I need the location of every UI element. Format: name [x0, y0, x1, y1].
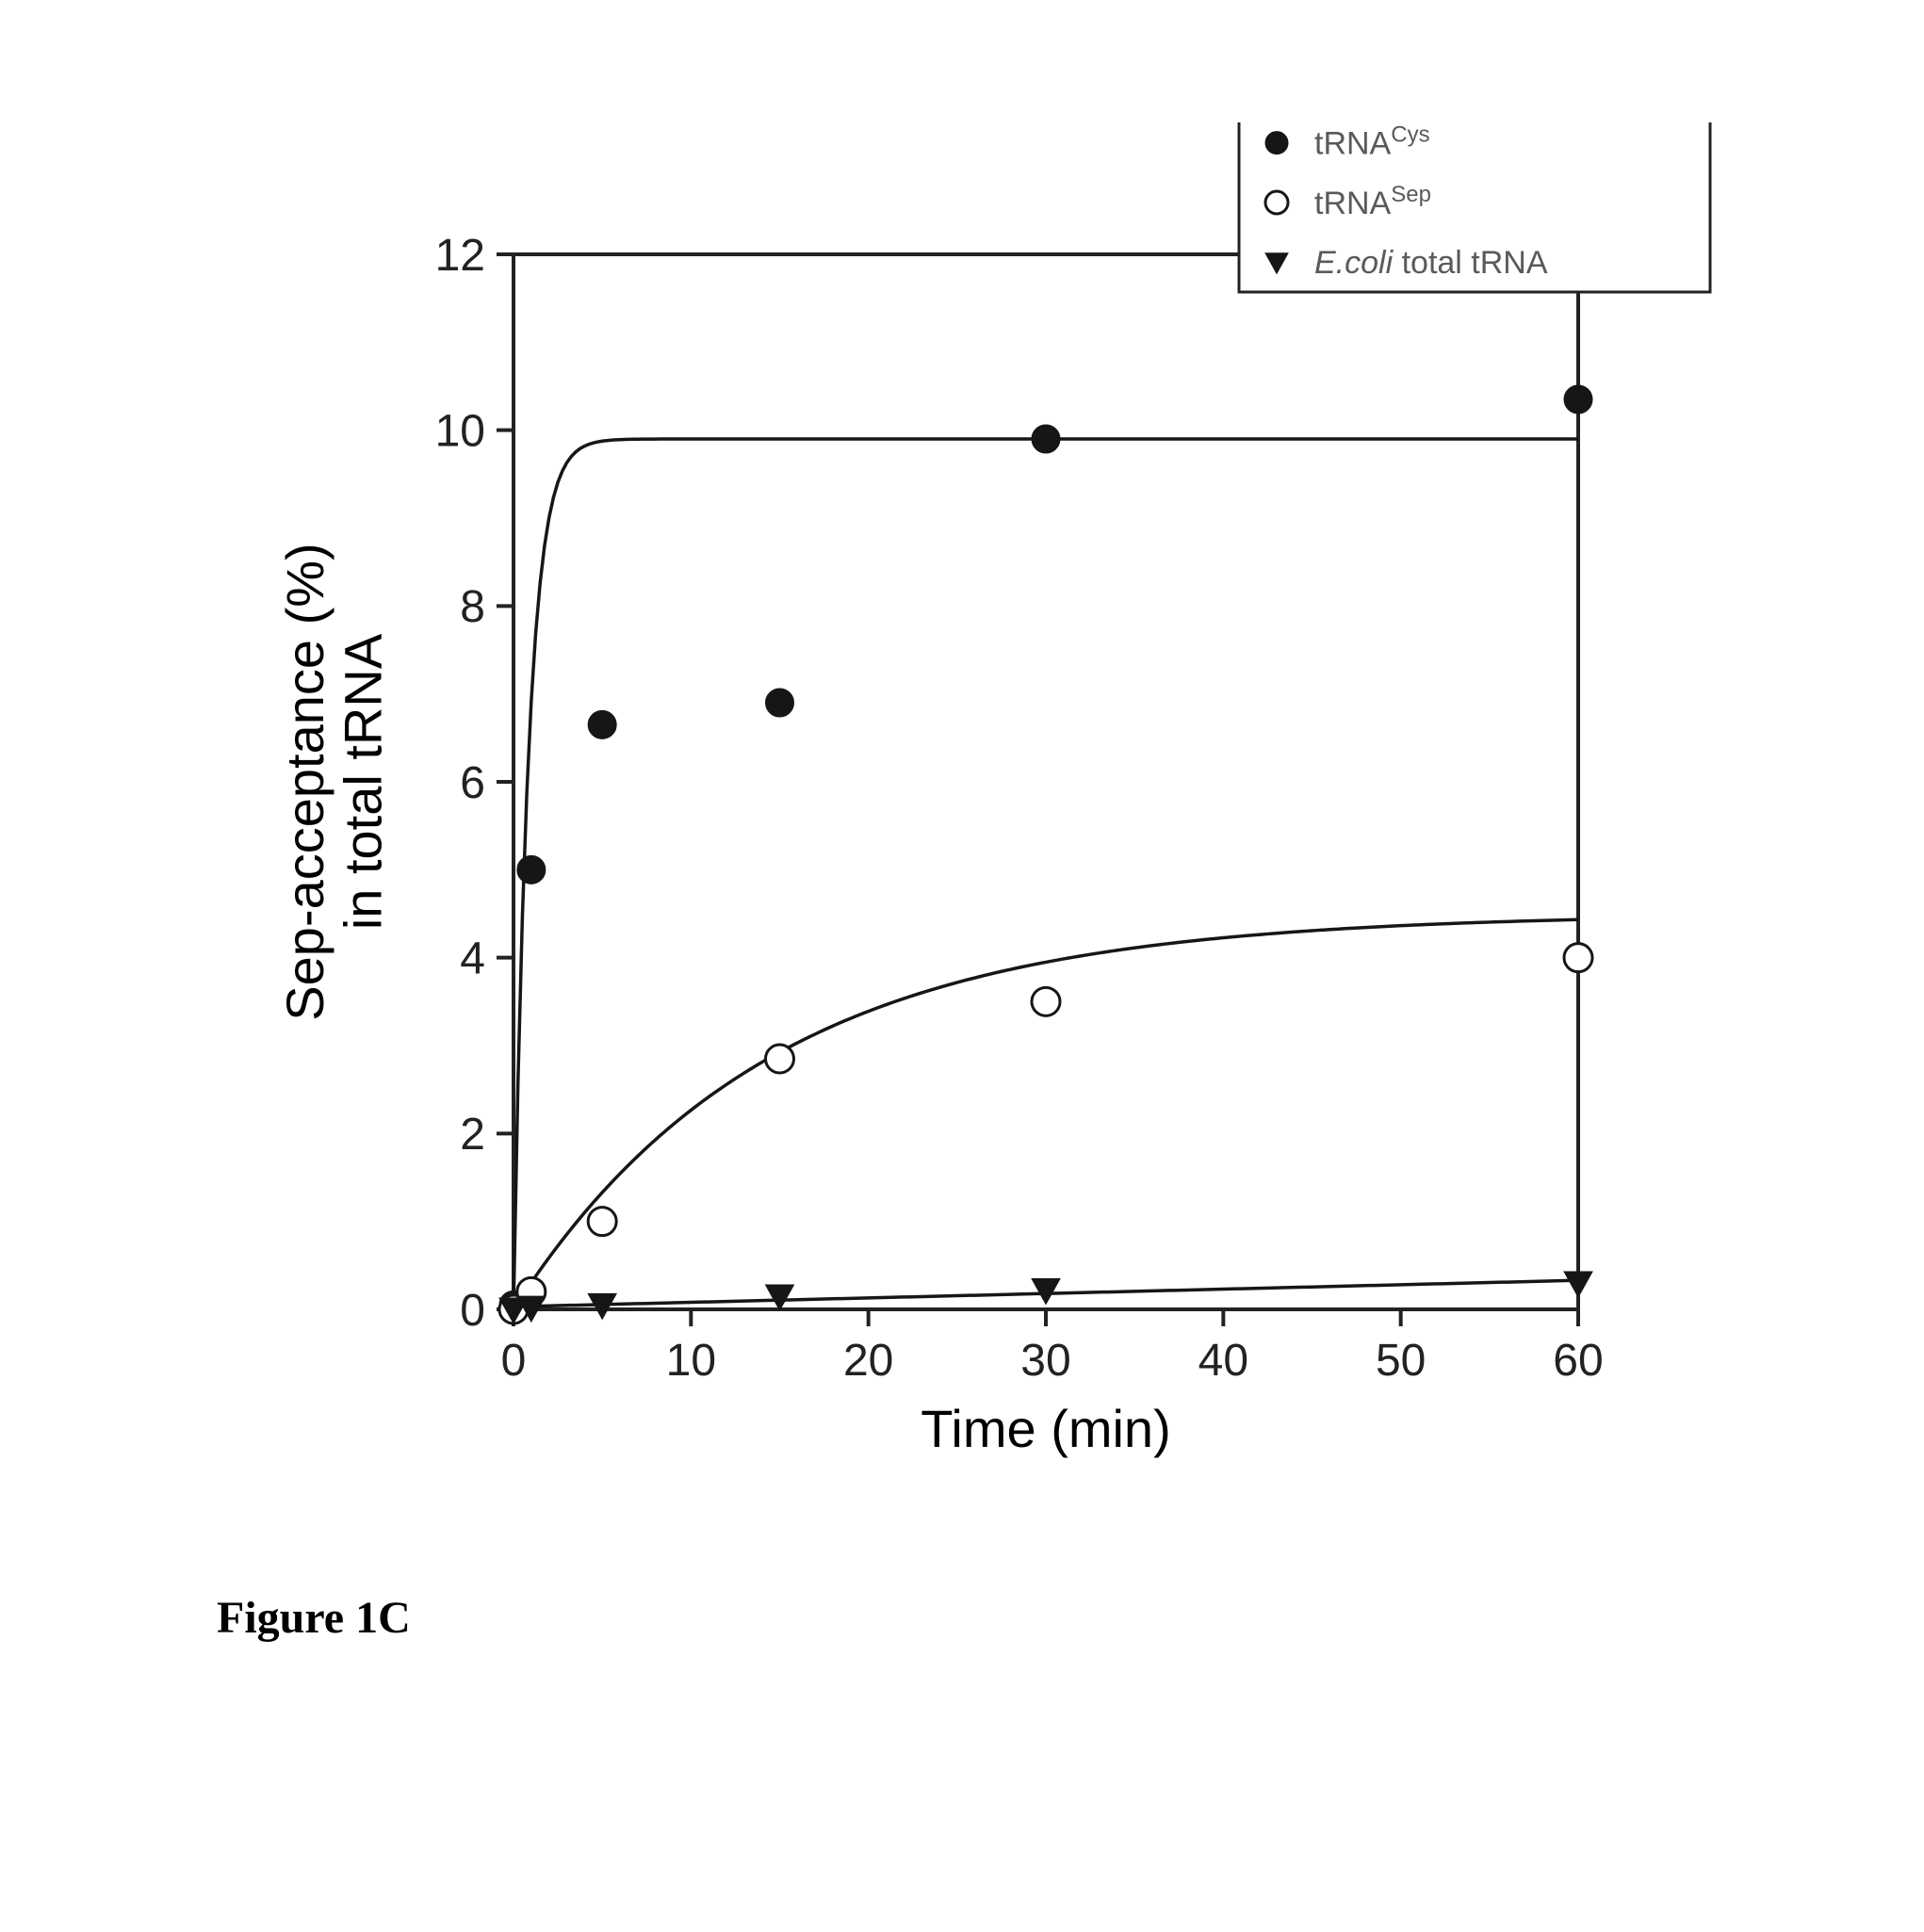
- marker-cys: [1564, 385, 1592, 414]
- x-tick-label: 60: [1553, 1336, 1603, 1386]
- figure-caption: Figure 1C: [217, 1592, 411, 1644]
- x-tick-label: 50: [1376, 1336, 1426, 1386]
- y-tick-label: 12: [435, 231, 485, 281]
- plot-area: [514, 254, 1578, 1309]
- marker-cys: [1032, 425, 1060, 453]
- marker-cys: [588, 710, 616, 739]
- marker-sep: [588, 1208, 616, 1236]
- marker-sep: [766, 1045, 794, 1073]
- x-tick-label: 20: [843, 1336, 893, 1386]
- y-tick-label: 4: [460, 934, 485, 983]
- y-tick-label: 8: [460, 582, 485, 632]
- y-axis-label-line2: in total tRNA: [334, 633, 393, 930]
- x-tick-label: 0: [501, 1336, 527, 1386]
- marker-sep: [1564, 944, 1592, 972]
- x-tick-label: 30: [1020, 1336, 1070, 1386]
- chart-svg: 0 10 20 30 40 50 60 0 2 4 6 8 10 12 Time (min) Sep-acce…: [188, 122, 1743, 1535]
- marker-sep: [1032, 987, 1060, 1015]
- y-tick-label: 6: [460, 758, 485, 808]
- chart-container: 0 10 20 30 40 50 60 0 2 4 6 8 10 12 Time (min) Sep-acce…: [188, 122, 1743, 1535]
- y-axis-label-line1: Sep-acceptance (%): [275, 543, 334, 1020]
- legend-marker-cys: [1265, 132, 1288, 154]
- y-axis-label-group: Sep-acceptance (%)in total tRNA: [275, 543, 393, 1020]
- x-axis-label: Time (min): [921, 1399, 1170, 1458]
- legend-marker-sep: [1265, 191, 1288, 214]
- y-tick-label: 10: [435, 406, 485, 456]
- marker-cys: [766, 689, 794, 717]
- page-root: 0 10 20 30 40 50 60 0 2 4 6 8 10 12 Time (min) Sep-acce…: [0, 0, 1924, 1932]
- marker-cys: [517, 855, 546, 884]
- y-tick-label: 2: [460, 1110, 485, 1160]
- y-tick-label: 0: [460, 1286, 485, 1336]
- x-tick-label: 10: [666, 1336, 716, 1386]
- x-tick-label: 40: [1198, 1336, 1248, 1386]
- legend-label-ecoli: E.coli total tRNA: [1314, 245, 1548, 281]
